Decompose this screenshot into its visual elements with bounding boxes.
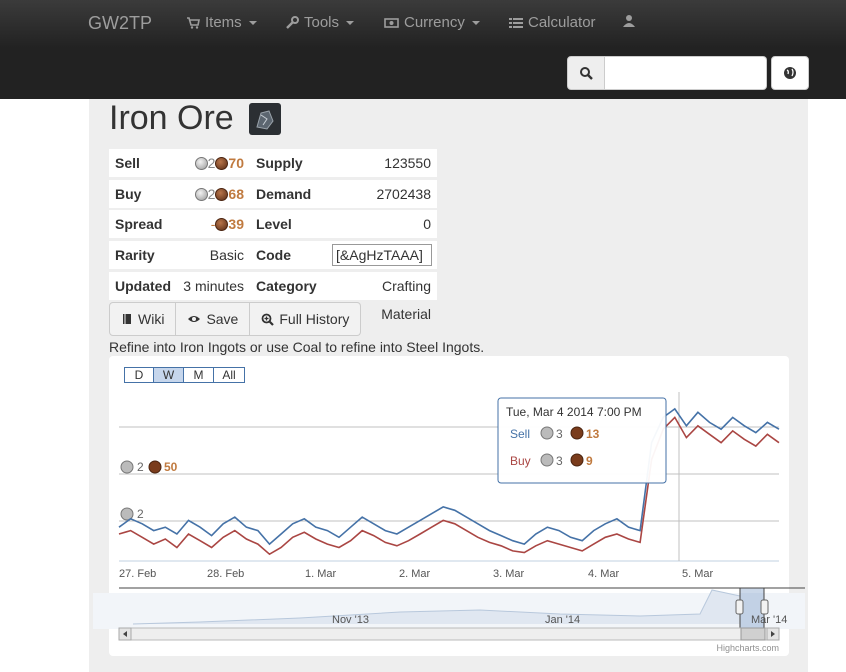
- user-icon: [623, 15, 635, 27]
- globe-icon: [784, 67, 796, 79]
- iron-ore-item-icon: [249, 103, 281, 135]
- level-label: Level: [250, 210, 330, 238]
- nav-tools-dropdown[interactable]: Tools: [285, 14, 355, 31]
- code-label: Code: [250, 241, 330, 269]
- wiki-button[interactable]: Wiki: [109, 302, 177, 336]
- money-icon: [384, 17, 399, 28]
- sell-price: 2 70: [181, 149, 250, 177]
- navbar: GW2TP Items Tools Currency Calculator: [0, 0, 846, 99]
- copper-coin-icon: [215, 157, 229, 170]
- buy-label: Buy: [109, 180, 181, 208]
- nav-tools-label: Tools: [304, 14, 340, 31]
- price-chart: [109, 356, 789, 656]
- demand-value: 2702438: [330, 180, 437, 208]
- save-button[interactable]: Save: [176, 302, 251, 336]
- spread-label: Spread: [109, 210, 181, 238]
- rarity-label: Rarity: [109, 241, 181, 269]
- category-label: Category: [250, 272, 330, 300]
- chat-code-field[interactable]: [&AgHzTAAA]: [332, 244, 432, 266]
- zoom-in-icon: [261, 313, 275, 326]
- buy-price: 2 68: [181, 180, 250, 208]
- item-actions: Wiki Save Full History: [109, 302, 362, 336]
- cart-icon: [187, 16, 200, 29]
- copper-coin-icon: [215, 188, 229, 201]
- item-description: Refine into Iron Ingots or use Coal to r…: [109, 339, 485, 355]
- search-input[interactable]: [605, 56, 767, 90]
- caret-down-icon: [248, 20, 257, 25]
- updated-value: 3 minutes: [181, 272, 250, 300]
- nav-calculator-link[interactable]: Calculator: [509, 14, 596, 31]
- eye-icon: [188, 316, 201, 322]
- rarity-value: Basic: [181, 241, 250, 269]
- caret-down-icon: [471, 20, 480, 25]
- supply-label: Supply: [250, 149, 330, 177]
- range-month-button[interactable]: M: [184, 367, 214, 383]
- category-value: Crafting Material: [330, 272, 437, 322]
- spread-value: -39: [181, 210, 250, 238]
- language-button[interactable]: [771, 56, 809, 90]
- nav-currency-label: Currency: [404, 14, 465, 31]
- silver-coin-icon: [194, 157, 208, 170]
- nav-currency-dropdown[interactable]: Currency: [384, 14, 480, 31]
- search-button[interactable]: [567, 56, 605, 90]
- supply-value: 123550: [330, 149, 437, 177]
- range-selector: D W M All: [124, 367, 245, 383]
- range-all-button[interactable]: All: [214, 367, 245, 383]
- range-week-button[interactable]: W: [154, 367, 184, 383]
- brand-link[interactable]: GW2TP: [88, 13, 153, 33]
- wrench-icon: [286, 15, 299, 29]
- silver-coin-icon: [194, 188, 208, 201]
- level-value: 0: [330, 210, 437, 238]
- full-history-button[interactable]: Full History: [250, 302, 362, 336]
- demand-label: Demand: [250, 180, 330, 208]
- updated-label: Updated: [109, 272, 181, 300]
- nav-items-dropdown[interactable]: Items: [186, 14, 257, 31]
- nav-items-label: Items: [205, 14, 242, 31]
- search-icon: [580, 67, 593, 80]
- list-icon: [509, 17, 523, 28]
- nav-calculator-label: Calculator: [528, 14, 596, 31]
- sell-label: Sell: [109, 149, 181, 177]
- nav-user-link[interactable]: [623, 14, 635, 27]
- caret-down-icon: [346, 20, 355, 25]
- range-day-button[interactable]: D: [124, 367, 154, 383]
- copper-coin-icon: [215, 218, 229, 231]
- page-title: Iron Ore: [109, 99, 234, 137]
- book-icon: [123, 314, 131, 324]
